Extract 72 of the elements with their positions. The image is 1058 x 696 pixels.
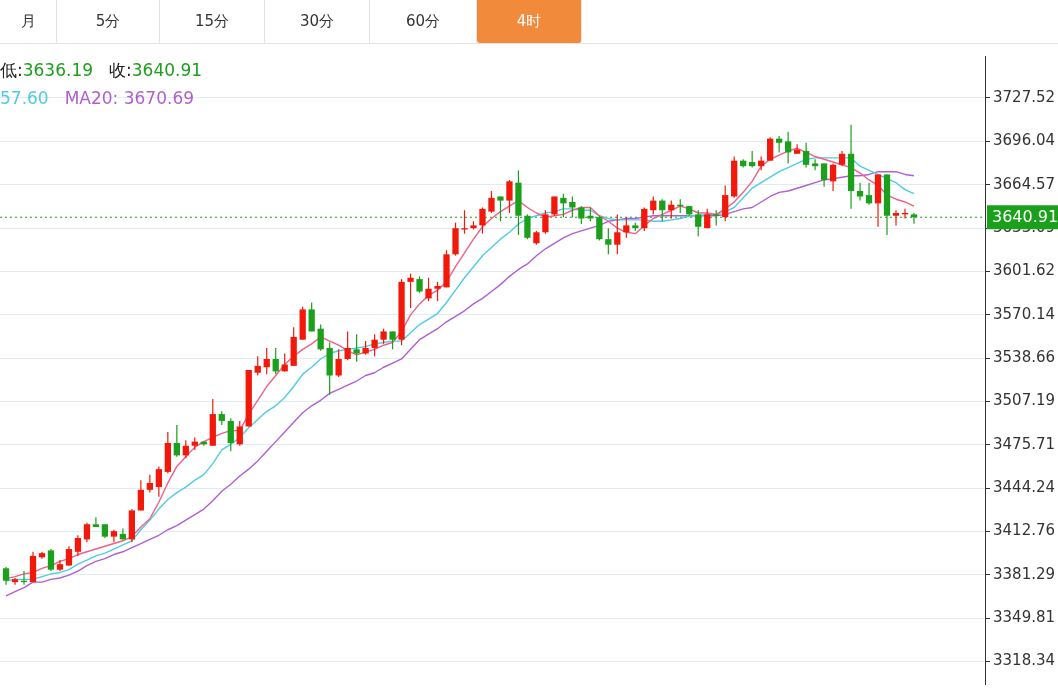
candlestick	[272, 347, 279, 375]
y-tick-label: 3507.19	[993, 391, 1056, 410]
candlestick	[614, 213, 621, 255]
candlestick	[308, 301, 315, 333]
candlestick	[65, 545, 73, 567]
candlestick	[641, 206, 648, 232]
candlestick	[551, 195, 558, 217]
y-tick-label: 3444.24	[993, 478, 1056, 496]
text: 月	[0, 0, 57, 43]
candlestick	[146, 474, 153, 494]
y-tick-label: 3381.29	[993, 564, 1056, 583]
candlestick	[254, 355, 261, 377]
candlestick	[488, 190, 495, 214]
candlestick	[623, 216, 630, 239]
text: 5分	[57, 0, 160, 43]
candlestick	[425, 277, 432, 302]
candlestick	[479, 206, 486, 235]
candlestick	[92, 516, 100, 528]
annotation: 低:3636.19	[0, 60, 94, 80]
candlestick	[434, 281, 441, 302]
text: 15分	[160, 0, 265, 43]
text: 30分	[265, 0, 370, 43]
ref-line-label: 3640.91	[992, 207, 1058, 227]
candlestick	[784, 131, 792, 165]
candlestick	[317, 323, 324, 352]
candlestick	[560, 193, 567, 218]
candlestick	[353, 333, 360, 363]
candlestick	[335, 348, 342, 378]
candlestick	[11, 577, 19, 586]
candlestick	[83, 522, 91, 543]
y-tick-label: 3349.81	[993, 608, 1056, 627]
candlestick	[371, 333, 378, 357]
y-tick-label: 3727.52	[993, 87, 1056, 106]
y-tick-label: 3696.04	[993, 131, 1056, 150]
candlestick	[137, 479, 145, 512]
candlestick	[155, 465, 162, 498]
candlestick	[407, 273, 414, 309]
candlestick	[569, 195, 576, 218]
candlestick	[236, 420, 243, 447]
candlestick	[829, 162, 837, 192]
y-tick-label: 3318.34	[993, 651, 1056, 670]
candlestick	[775, 135, 783, 153]
candlestick	[344, 330, 351, 361]
text: 60分	[370, 0, 477, 43]
annotation: 57.60	[0, 88, 49, 108]
candlestick	[767, 136, 774, 162]
y-tick-label: 3412.76	[993, 521, 1056, 540]
y-tick-label: 3601.62	[993, 261, 1056, 280]
candlestick	[802, 142, 810, 169]
candlestick	[892, 209, 900, 226]
text: 4时	[477, 0, 582, 43]
candlestick	[506, 179, 513, 214]
y-tick-label: 3475.71	[993, 434, 1056, 453]
candlestick	[524, 213, 531, 240]
annotation: 收:3640.91	[109, 60, 203, 80]
candlestick	[793, 143, 801, 155]
candlestick	[173, 424, 180, 458]
candlestick	[865, 182, 873, 206]
y-tick-label: 3538.66	[993, 347, 1056, 366]
candlestick	[47, 548, 55, 572]
candlestick	[811, 158, 819, 171]
candlestick	[74, 534, 82, 557]
candlestick	[820, 162, 828, 188]
candlestick	[542, 209, 549, 235]
candlestick	[227, 417, 234, 452]
candlestick	[605, 227, 612, 255]
candlestick	[461, 209, 468, 235]
y-tick-label: 3664.57	[993, 174, 1056, 193]
y-tick-label: 3570.14	[993, 304, 1056, 323]
annotation: MA20: 3670.69	[64, 88, 195, 108]
candlestick	[722, 184, 729, 222]
candlestick	[263, 347, 270, 375]
